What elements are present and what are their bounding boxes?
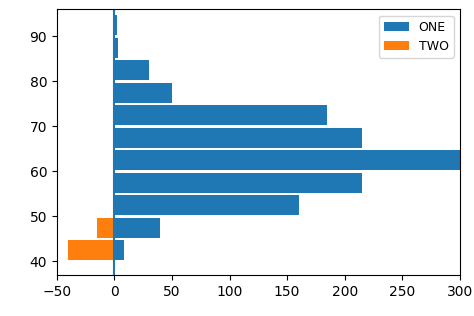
Bar [68,240,114,260]
Bar [114,173,362,193]
Bar [114,60,149,80]
Bar [114,150,460,170]
Bar [114,128,362,148]
Bar [114,15,117,35]
Bar [114,82,172,103]
Bar [97,217,114,238]
Bar [114,195,299,215]
Bar [114,38,118,58]
Bar [114,105,328,125]
Legend: ONE, TWO: ONE, TWO [379,16,454,58]
Bar [114,217,161,238]
Bar [114,240,124,260]
